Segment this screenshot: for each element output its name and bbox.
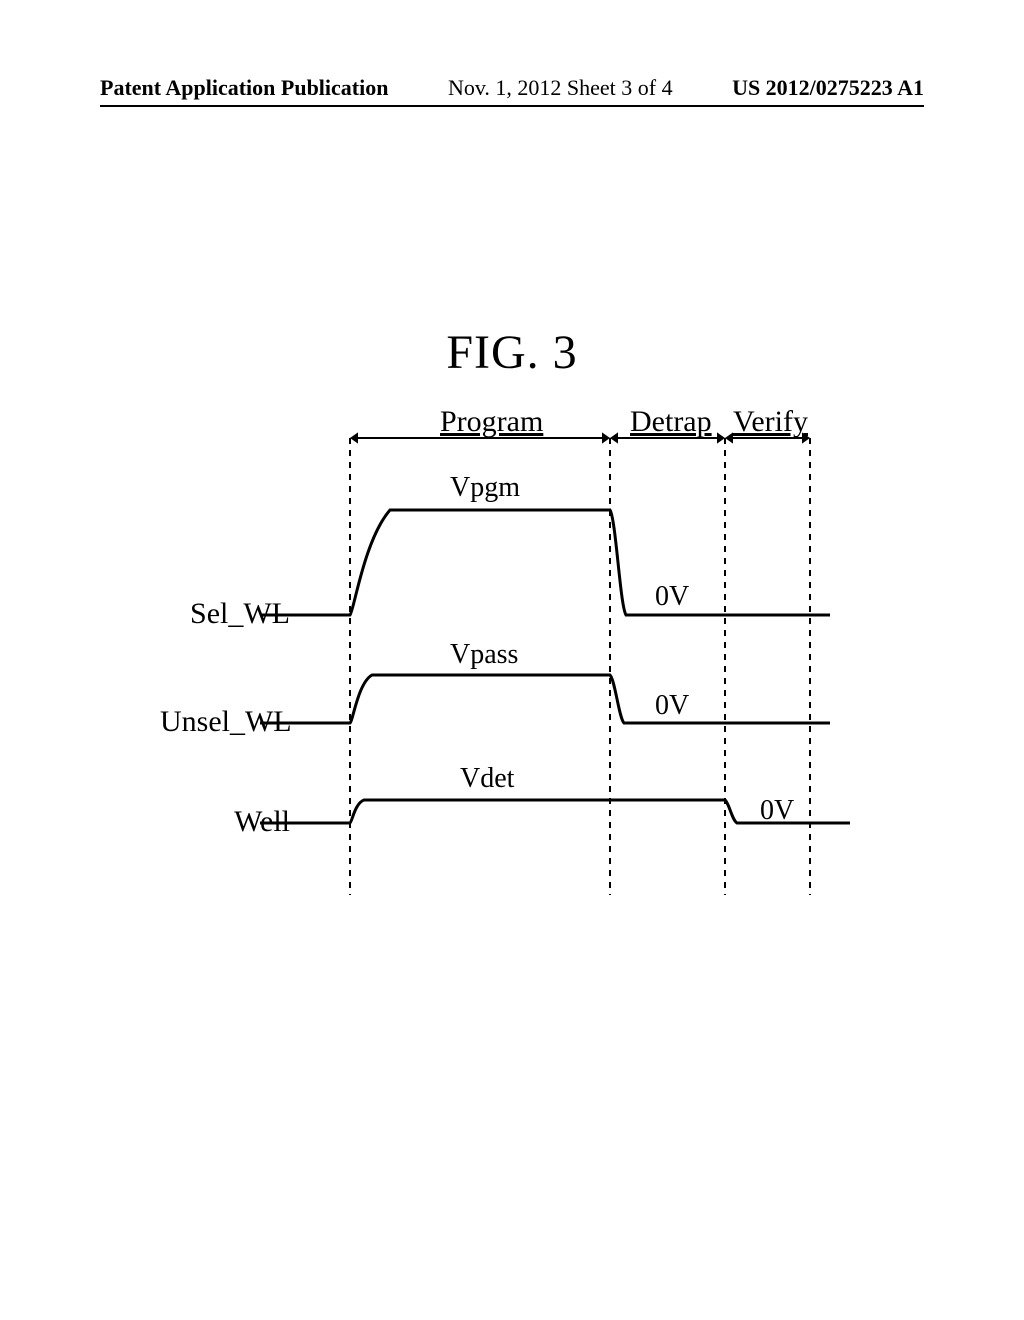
page-header: Patent Application Publication Nov. 1, 2…	[0, 75, 1024, 107]
header-row: Patent Application Publication Nov. 1, 2…	[100, 75, 924, 107]
header-left: Patent Application Publication	[100, 75, 388, 101]
header-right: US 2012/0275223 A1	[732, 75, 924, 101]
header-center: Nov. 1, 2012 Sheet 3 of 4	[448, 75, 673, 101]
figure-title: FIG. 3	[446, 325, 577, 380]
timing-svg	[160, 405, 860, 925]
timing-diagram: Program Detrap Verify Sel_WL Vpgm 0V Uns…	[160, 405, 860, 925]
